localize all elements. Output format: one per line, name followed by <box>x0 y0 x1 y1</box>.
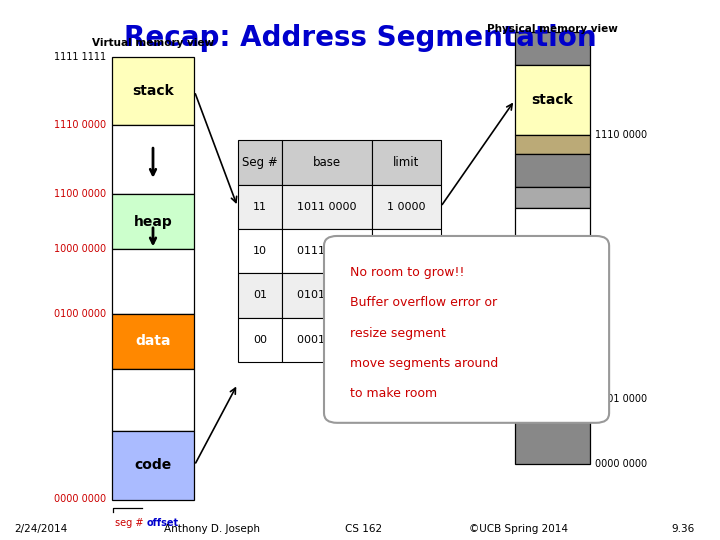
Text: 1 1...: 1 1... <box>392 246 420 256</box>
Text: 0001 0000: 0001 0000 <box>297 335 357 345</box>
Bar <box>515 186 590 207</box>
Text: heap: heap <box>134 214 172 228</box>
Bar <box>515 154 590 186</box>
Text: 2/24/2014: 2/24/2014 <box>14 523 68 534</box>
Text: 10 0...: 10 0... <box>389 335 424 345</box>
Bar <box>238 140 282 185</box>
Text: 1110 0000: 1110 0000 <box>55 120 107 130</box>
Bar <box>112 125 194 194</box>
Bar <box>372 318 441 362</box>
Text: limit: limit <box>393 156 420 169</box>
FancyBboxPatch shape <box>324 236 609 423</box>
Text: move segments around: move segments around <box>350 357 498 370</box>
Text: Anthony D. Joseph: Anthony D. Joseph <box>164 523 261 534</box>
Text: 0000 0000: 0000 0000 <box>595 460 647 469</box>
Bar <box>238 273 282 318</box>
Text: Buffer overflow error or: Buffer overflow error or <box>350 296 497 309</box>
Bar <box>515 135 590 154</box>
Bar <box>112 369 194 431</box>
Text: stack: stack <box>132 84 174 98</box>
Text: 00: 00 <box>253 335 267 345</box>
Text: offset: offset <box>146 518 179 529</box>
Text: 0001 0000: 0001 0000 <box>595 394 647 404</box>
Text: 0100 0000: 0100 0000 <box>55 308 107 319</box>
Text: CS 162: CS 162 <box>345 523 382 534</box>
Text: 11: 11 <box>253 202 267 212</box>
Bar <box>238 185 282 229</box>
Bar <box>372 273 441 318</box>
Text: Physical memory view: Physical memory view <box>487 24 618 35</box>
Text: 01: 01 <box>253 291 267 300</box>
Text: 1111 1111: 1111 1111 <box>55 52 107 62</box>
Bar <box>515 65 590 135</box>
Bar <box>238 318 282 362</box>
Text: 1110 0000: 1110 0000 <box>595 130 647 140</box>
Bar <box>515 207 590 303</box>
Text: 0000 0000: 0000 0000 <box>55 495 107 504</box>
Bar <box>515 32 590 65</box>
Bar <box>282 229 372 273</box>
Text: data: data <box>135 334 171 348</box>
Bar <box>372 229 441 273</box>
Text: 1 0000: 1 0000 <box>387 202 426 212</box>
Text: Virtual memory view: Virtual memory view <box>92 37 214 48</box>
Text: to make room: to make room <box>350 387 437 400</box>
Text: No room to grow!!: No room to grow!! <box>350 266 464 279</box>
Bar <box>282 185 372 229</box>
Bar <box>282 273 372 318</box>
Text: 1000 0000: 1000 0000 <box>55 244 107 254</box>
Text: Recap: Address Segmentation: Recap: Address Segmentation <box>124 24 596 52</box>
Text: ©UCB Spring 2014: ©UCB Spring 2014 <box>469 523 568 534</box>
Bar <box>515 303 590 327</box>
Bar <box>238 229 282 273</box>
Text: 0111 0000: 0111 0000 <box>297 246 357 256</box>
Bar <box>515 327 590 399</box>
Text: resize segment: resize segment <box>350 327 450 340</box>
Bar <box>112 314 194 369</box>
Text: 10: 10 <box>253 246 267 256</box>
Text: 0101 0000: 0101 0000 <box>297 291 357 300</box>
Text: 1011 0000: 1011 0000 <box>297 202 357 212</box>
Text: code: code <box>135 458 171 472</box>
Bar <box>282 140 372 185</box>
Text: stack: stack <box>532 93 573 107</box>
Bar <box>282 318 372 362</box>
Bar <box>112 57 194 125</box>
Bar <box>372 185 441 229</box>
Text: code: code <box>534 356 571 370</box>
Text: 9.36: 9.36 <box>672 523 695 534</box>
Text: 10 0...: 10 0... <box>389 291 424 300</box>
Text: 1100 0000: 1100 0000 <box>55 189 107 199</box>
Bar <box>372 140 441 185</box>
Bar <box>112 194 194 249</box>
Text: Seg #: Seg # <box>242 156 278 169</box>
Bar <box>112 431 194 500</box>
Bar <box>515 399 590 464</box>
Text: base: base <box>313 156 341 169</box>
Bar <box>112 249 194 314</box>
Text: seg #: seg # <box>115 518 144 529</box>
